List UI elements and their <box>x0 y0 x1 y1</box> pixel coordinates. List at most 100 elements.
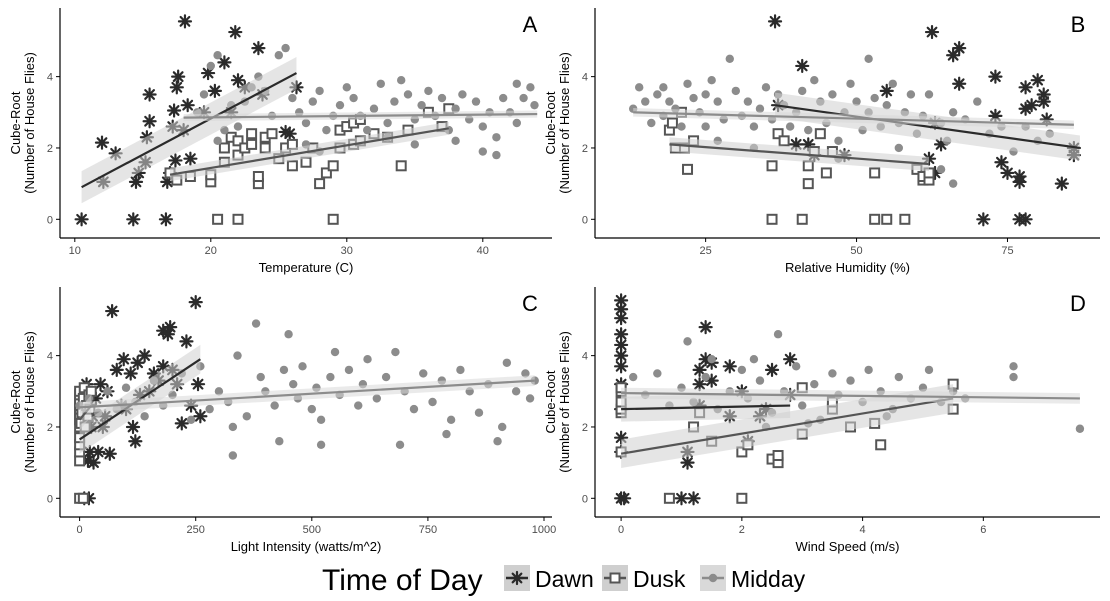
dawn-point-stroke <box>84 446 96 458</box>
dawn-point <box>1024 98 1039 113</box>
midday-point <box>521 369 530 378</box>
midday-point <box>973 97 982 106</box>
dawn-point-stroke <box>95 378 106 390</box>
dawn-point-stroke <box>148 368 160 379</box>
dawn-point-stroke <box>139 350 151 362</box>
x-tick-label: 6 <box>980 524 986 536</box>
dawn-point <box>1018 80 1033 95</box>
dusk-point <box>266 128 278 140</box>
midday-point <box>1009 362 1018 371</box>
dawn-point-stroke <box>615 432 627 444</box>
midday-point <box>701 90 710 99</box>
dawn-point-stroke <box>129 435 141 447</box>
midday-point <box>948 179 958 188</box>
panel-letter: D <box>1070 291 1086 316</box>
dawn-point <box>183 151 198 166</box>
dawn-point-stroke <box>182 99 194 111</box>
dawn-point <box>1036 87 1051 102</box>
dawn-point <box>126 212 141 227</box>
dawn-point <box>228 24 243 40</box>
dawn-point-stroke <box>144 89 156 100</box>
midday-point <box>419 369 428 378</box>
dusk-point <box>778 135 790 147</box>
midday-point <box>186 415 196 425</box>
midday-point <box>103 387 112 396</box>
midday-point <box>395 440 405 449</box>
x-tick-label: 250 <box>187 524 205 536</box>
midday-point <box>403 90 413 99</box>
midday-point <box>785 122 795 131</box>
dawn-point-stroke <box>252 42 264 54</box>
midday-point <box>363 355 372 364</box>
dawn-point-stroke <box>202 67 214 79</box>
x-tick-label: 0 <box>618 524 624 536</box>
midday-point <box>810 76 819 85</box>
x-tick-label: 4 <box>860 524 866 536</box>
dusk-point <box>814 128 826 140</box>
dusk-fit-line <box>169 127 449 176</box>
dawn-point-stroke <box>280 126 292 138</box>
y-tick-label: 0 <box>582 214 588 226</box>
midday-point <box>214 387 224 396</box>
dawn-point-stroke <box>127 213 139 225</box>
dawn-point-stroke <box>209 85 221 97</box>
panel-a: 10 20 30 40 0 2 4 Temperature (C) Cube-Root (Numb… <box>8 8 552 275</box>
midday-point <box>471 97 481 106</box>
dusk-fit-line <box>669 143 930 166</box>
dawn-point <box>125 419 141 435</box>
dusk-point <box>682 163 694 175</box>
dawn-point <box>128 174 144 189</box>
midday-point <box>410 140 419 149</box>
midday-fit-line <box>621 391 1080 400</box>
midday-point <box>653 369 662 378</box>
midday-point <box>499 93 508 103</box>
midday-point <box>342 83 351 92</box>
dawn-point <box>952 40 967 56</box>
dawn-point-stroke <box>157 325 169 337</box>
dusk-point <box>246 138 258 150</box>
legend-label: Dusk <box>633 566 686 592</box>
midday-fit-line <box>183 112 538 119</box>
dusk-point <box>869 167 881 179</box>
midday-point <box>330 347 340 357</box>
legend-entry-midday: Midday <box>700 565 806 592</box>
dawn-point-stroke <box>127 421 139 433</box>
dawn-point-stroke <box>953 42 965 54</box>
midday-point <box>256 372 265 382</box>
dawn-point-stroke <box>615 339 627 351</box>
x-tick-label: 40 <box>477 245 489 257</box>
midday-point <box>743 97 753 106</box>
midday-point <box>641 97 650 106</box>
midday-point <box>653 90 662 99</box>
y-tick-label: 0 <box>47 493 53 505</box>
dawn-point <box>994 155 1009 170</box>
dawn-point <box>105 303 120 319</box>
dusk-point <box>218 142 230 154</box>
legend: Time of Day Dawn Dusk Midday <box>322 564 806 597</box>
midday-point <box>140 412 149 421</box>
dawn-point-stroke <box>1014 176 1025 188</box>
dawn-point <box>193 409 208 424</box>
midday-point <box>749 355 759 364</box>
midday-point <box>659 83 668 92</box>
dawn-point <box>207 83 222 99</box>
midday-point <box>906 90 916 99</box>
midday-point <box>628 372 638 382</box>
dawn-point-stroke <box>700 353 712 365</box>
dawn-point <box>94 135 110 150</box>
x-tick-label: 10 <box>69 245 81 257</box>
midday-point <box>275 437 284 446</box>
dawn-point <box>879 83 894 99</box>
midday-point <box>526 83 535 92</box>
dawn-point-stroke <box>170 155 181 166</box>
midday-point <box>451 136 460 146</box>
dawn-point <box>230 73 246 88</box>
dawn-point <box>988 69 1003 84</box>
dawn-point <box>692 362 707 377</box>
midday-point <box>936 165 946 174</box>
midday-point <box>279 365 289 375</box>
dawn-point-stroke <box>232 74 244 86</box>
midday-point <box>828 369 837 378</box>
x-tick-label: 2 <box>739 524 745 536</box>
midday-point <box>635 83 644 92</box>
